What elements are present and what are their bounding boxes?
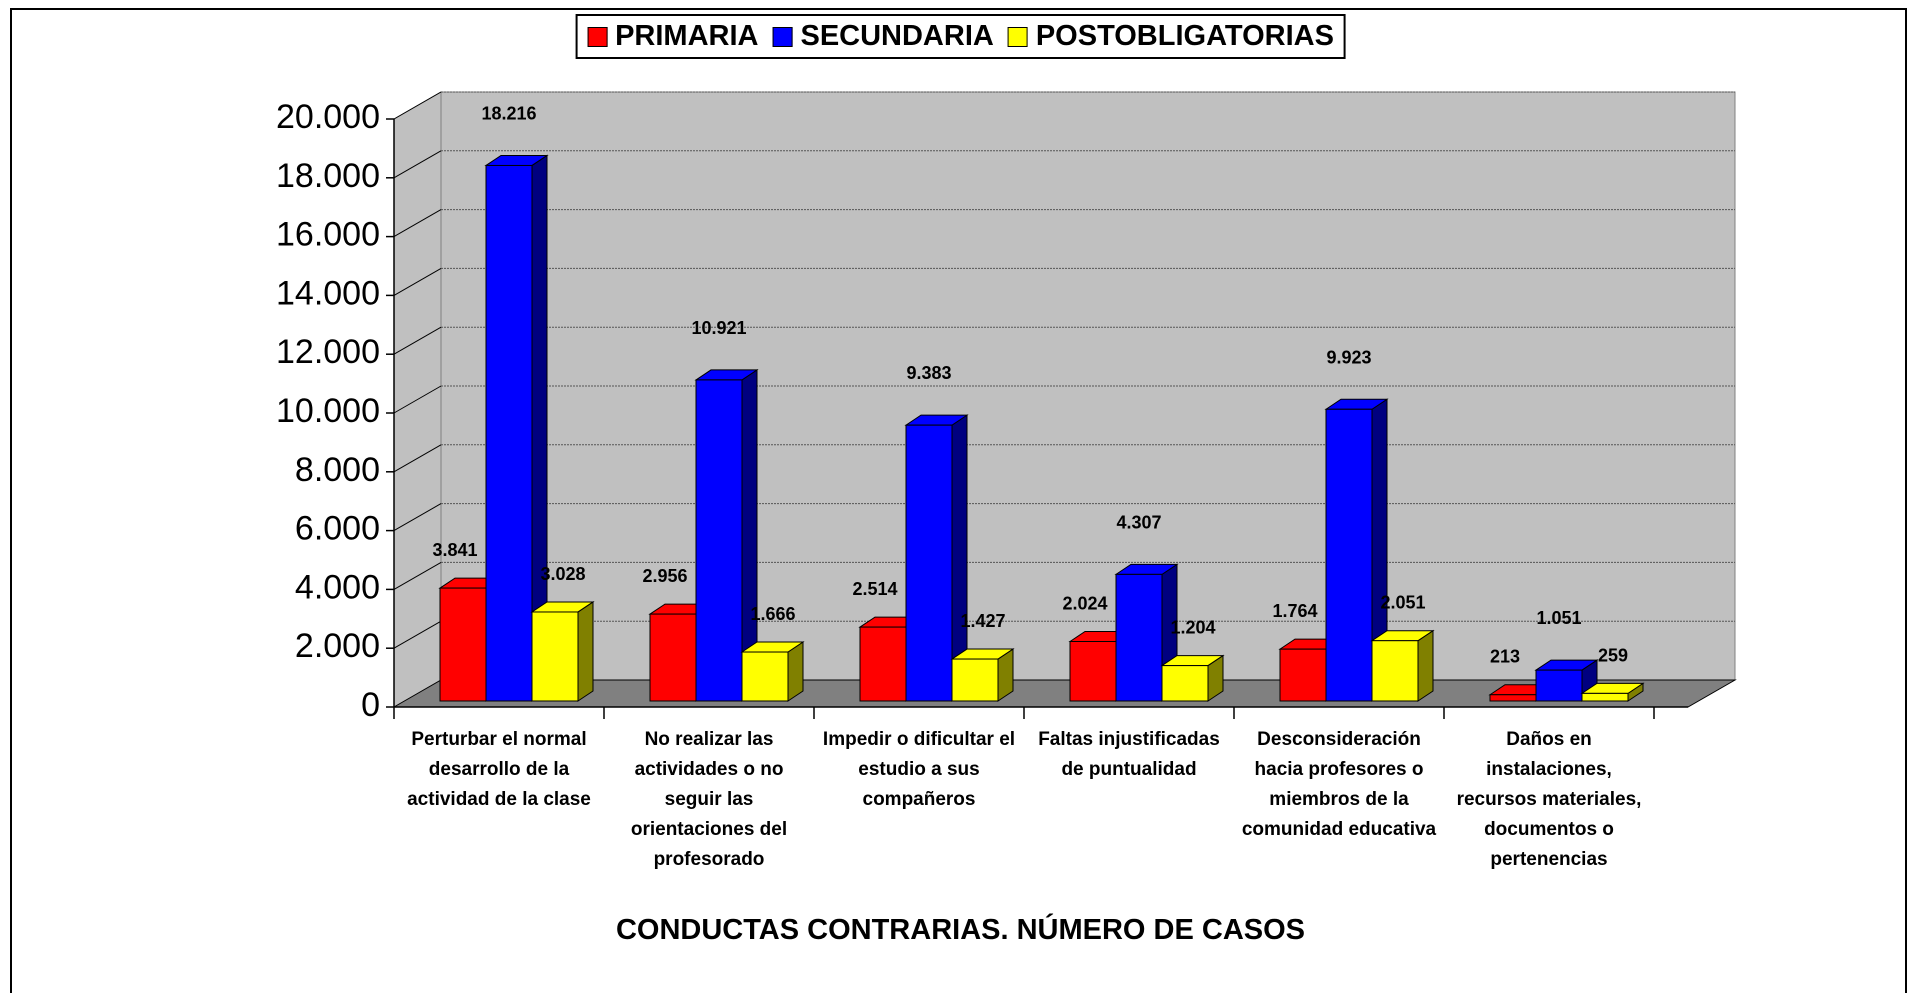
value-label: 3.841 [432, 540, 477, 560]
y-tick-label: 20.000 [276, 98, 380, 136]
bar [741, 651, 789, 702]
side-grid-line [393, 561, 442, 590]
legend-label: PRIMARIA [615, 20, 759, 52]
legend-item: SECUNDARIA [772, 20, 994, 53]
value-label: 10.921 [691, 318, 746, 338]
value-label: 9.923 [1326, 347, 1371, 367]
y-tick-label: 18.000 [276, 157, 380, 195]
legend-item: PRIMARIA [587, 20, 758, 53]
value-label: 1.666 [750, 604, 795, 624]
legend-label: POSTOBLIGATORIAS [1035, 20, 1334, 52]
x-tick-label: No realizar las actividades o no seguir … [630, 729, 788, 870]
value-label: 1.204 [1170, 618, 1215, 638]
value-label: 9.383 [906, 363, 951, 383]
chart-title: CONDUCTAS CONTRARIAS. NÚMERO DE CASOS [615, 914, 1306, 946]
bar [1161, 665, 1209, 702]
y-tick-label: 0 [361, 686, 380, 724]
bar [649, 613, 697, 702]
bar [485, 164, 533, 702]
value-label: 1.051 [1536, 608, 1581, 628]
side-grid-line [393, 91, 442, 120]
side-grid-line [393, 385, 442, 414]
bar [1535, 669, 1583, 702]
bar [695, 379, 743, 702]
chart-frame [10, 8, 1907, 993]
value-label: 2.024 [1062, 593, 1107, 613]
y-tick-label: 4.000 [295, 568, 380, 606]
x-tick-label: Perturbar el normal desarrollo de la act… [407, 729, 591, 810]
bar-side [577, 601, 594, 702]
bar [1371, 640, 1419, 702]
side-grid-line [393, 620, 442, 649]
legend-label: SECUNDARIA [800, 20, 994, 52]
bar [1489, 694, 1537, 702]
y-tick-label: 8.000 [295, 451, 380, 489]
bar-side [1417, 629, 1434, 702]
x-tick-label: Desconsideración hacia profesores o miem… [1241, 729, 1437, 840]
bar [1115, 573, 1163, 702]
value-label: 2.514 [852, 579, 897, 599]
y-tick-label: 12.000 [276, 333, 380, 371]
bar [1069, 640, 1117, 702]
value-label: 2.956 [642, 566, 687, 586]
x-tick-label: Daños en instalaciones, recursos materia… [1456, 729, 1642, 870]
side-grid-line [393, 503, 442, 532]
bar [859, 626, 907, 702]
y-tick-label: 10.000 [276, 392, 380, 430]
value-label: 259 [1598, 645, 1628, 665]
value-label: 4.307 [1116, 512, 1161, 532]
bar [951, 658, 999, 702]
side-grid-line [393, 326, 442, 355]
side-grid-line [393, 150, 442, 179]
value-label: 2.051 [1380, 593, 1425, 613]
y-tick-label: 6.000 [295, 510, 380, 548]
legend-swatch [772, 26, 793, 47]
value-label: 213 [1490, 647, 1520, 667]
side-grid-line [393, 209, 442, 238]
y-tick-label: 14.000 [276, 274, 380, 312]
x-tick-label: Faltas injustificadas de puntualidad [1038, 729, 1220, 780]
legend: PRIMARIA SECUNDARIA POSTOBLIGATORIAS [575, 14, 1346, 59]
legend-item: POSTOBLIGATORIAS [1007, 20, 1334, 53]
bar [1279, 648, 1327, 702]
value-label: 18.216 [481, 103, 536, 123]
bar [1581, 692, 1629, 702]
value-label: 3.028 [540, 564, 585, 584]
bar [1325, 408, 1373, 702]
side-grid-line [393, 267, 442, 296]
x-tick-label: Impedir o dificultar el estudio a sus co… [822, 729, 1016, 810]
side-grid-line [393, 444, 442, 473]
bar [905, 424, 953, 702]
bar [531, 611, 579, 702]
y-tick-label: 2.000 [295, 627, 380, 665]
value-label: 1.764 [1272, 601, 1317, 621]
y-tick-label: 16.000 [276, 216, 380, 254]
bar [439, 587, 487, 702]
value-label: 1.427 [960, 611, 1005, 631]
legend-swatch [587, 26, 608, 47]
legend-swatch [1007, 26, 1028, 47]
